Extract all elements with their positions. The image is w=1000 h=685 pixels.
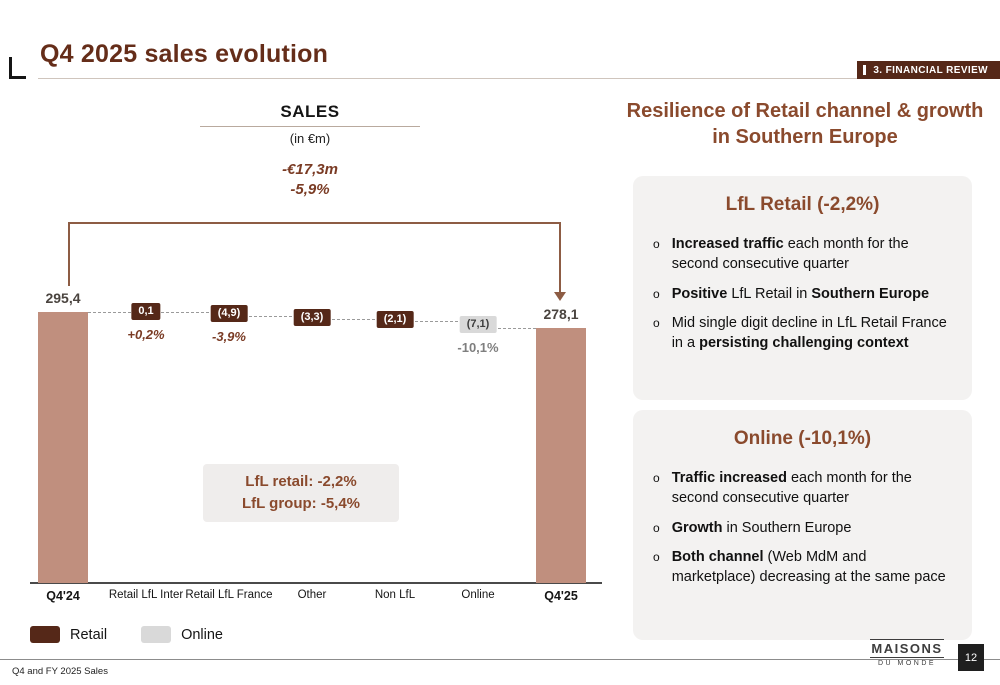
card-lfl-retail: LfL Retail (-2,2%) o Increased traffic ea… bbox=[633, 176, 972, 400]
connector-line bbox=[63, 312, 146, 313]
section-badge-label: 3. FINANCIAL REVIEW bbox=[873, 64, 988, 76]
x-axis-line bbox=[30, 582, 602, 584]
bullet-marker: o bbox=[653, 471, 660, 485]
bullet-text: Growth in Southern Europe bbox=[671, 519, 852, 536]
bullet-text: Traffic increased each month for the sec… bbox=[671, 470, 912, 507]
bracket-line-right bbox=[559, 222, 561, 293]
annotation-line-1: LfL retail: -2,2% bbox=[245, 472, 357, 490]
footer-note: Q4 and FY 2025 Sales bbox=[12, 666, 108, 677]
x-axis-label: Non LfL bbox=[374, 589, 416, 601]
bracket-line-horizontal bbox=[68, 222, 560, 224]
header-divider bbox=[38, 78, 1000, 79]
delta-tag: 0,1 bbox=[131, 302, 161, 320]
bullet-item: o Increased traffic each month for the se… bbox=[653, 234, 952, 275]
card-lfl-retail-title: LfL Retail (-2,2%) bbox=[725, 194, 880, 215]
card-online-title: Online (-10,1%) bbox=[733, 428, 872, 449]
connector-line bbox=[395, 321, 478, 323]
x-axis-label: Online bbox=[461, 589, 495, 601]
bullet-item: o Traffic increased each month for the se… bbox=[653, 468, 952, 509]
x-axis-label: Other bbox=[297, 589, 327, 601]
legend-item: Retail bbox=[30, 626, 107, 643]
legend-swatch bbox=[30, 626, 60, 643]
bullet-marker: o bbox=[653, 520, 660, 535]
pct-label: +0,2% bbox=[127, 326, 165, 342]
bullet-text: Increased traffic each month for the sec… bbox=[671, 236, 909, 273]
card-lfl-retail-bullets: o Increased traffic each month for the se… bbox=[653, 234, 952, 353]
brand-subname: DU MONDE bbox=[877, 660, 937, 667]
x-axis-label: Q4'24 bbox=[46, 589, 80, 603]
total-bar bbox=[38, 312, 88, 583]
delta-tag: (3,3) bbox=[293, 308, 331, 326]
chart-title: SALES bbox=[280, 102, 340, 121]
bullet-marker: o bbox=[653, 286, 660, 301]
annotation-line-2: LfL group: -5,4% bbox=[241, 495, 361, 512]
bullet-item: o Growth in Southern Europe bbox=[653, 518, 952, 538]
bullet-marker: o bbox=[653, 315, 660, 330]
connector-line bbox=[478, 327, 561, 329]
delta-tag: (7,1) bbox=[459, 315, 497, 333]
delta-value: -€17,3m bbox=[282, 161, 338, 178]
arrow-down-icon bbox=[554, 292, 566, 301]
delta-percent: -5,9% bbox=[290, 180, 330, 198]
right-panel-heading: Resilience of Retail channel & growth in… bbox=[626, 100, 984, 148]
footer-divider bbox=[0, 659, 1000, 660]
bullet-marker: o bbox=[653, 549, 660, 564]
legend-label: Online bbox=[181, 626, 223, 643]
pct-label: -10,1% bbox=[457, 339, 499, 355]
lfl-annotation-box: LfL retail: -2,2% LfL group: -5,4% bbox=[203, 464, 399, 522]
legend-swatch bbox=[141, 626, 172, 643]
delta-annotation: -€17,3m -5,9% bbox=[210, 160, 410, 199]
legend-label: Retail bbox=[70, 626, 108, 643]
bullet-text: Positive LfL Retail in Southern Europe bbox=[671, 285, 930, 302]
connector-line bbox=[146, 311, 229, 313]
page-number: 12 bbox=[958, 644, 984, 671]
brand-name: MAISONS bbox=[870, 639, 944, 658]
connector-line bbox=[312, 319, 395, 321]
bullet-item: o Both channel (Web MdM and marketplace) … bbox=[653, 547, 952, 588]
bracket-line-left bbox=[68, 222, 70, 286]
chart-title-rule bbox=[200, 126, 420, 127]
bullet-text: Both channel (Web MdM and marketplace) d… bbox=[671, 548, 946, 586]
bullet-item: o Mid single digit decline in LfL Retail … bbox=[653, 313, 952, 354]
x-axis-label: Retail LfL Inter bbox=[108, 589, 184, 601]
brand-logo: MAISONS DU MONDE bbox=[870, 639, 944, 667]
total-bar bbox=[536, 327, 586, 583]
page-title: Q4 2025 sales evolution bbox=[40, 40, 329, 68]
connector-line bbox=[229, 316, 312, 318]
badge-tick-icon bbox=[863, 65, 867, 75]
x-axis-label: Q4'25 bbox=[544, 589, 578, 603]
bar-value-label: 278,1 bbox=[543, 305, 579, 322]
bullet-marker: o bbox=[653, 237, 660, 251]
delta-tag: (2,1) bbox=[376, 311, 414, 329]
section-badge: 3. FINANCIAL REVIEW bbox=[857, 61, 1000, 79]
chart-legend: Retail Online bbox=[30, 626, 223, 643]
card-online: Online (-10,1%) o Traffic increased each … bbox=[633, 410, 972, 640]
bar-value-label: 295,4 bbox=[45, 290, 81, 306]
delta-tag: (4,9) bbox=[210, 305, 248, 323]
corner-l-mark bbox=[9, 57, 26, 79]
legend-item: Online bbox=[141, 626, 223, 643]
x-axis-label: Retail LfL France bbox=[185, 589, 273, 601]
chart-unit-label: (in €m) bbox=[289, 131, 331, 146]
pct-label: -3,9% bbox=[212, 329, 246, 345]
bullet-item: o Positive LfL Retail in Southern Europe bbox=[653, 284, 952, 304]
card-online-bullets: o Traffic increased each month for the se… bbox=[653, 468, 952, 587]
bullet-text: Mid single digit decline in LfL Retail F… bbox=[671, 314, 947, 352]
